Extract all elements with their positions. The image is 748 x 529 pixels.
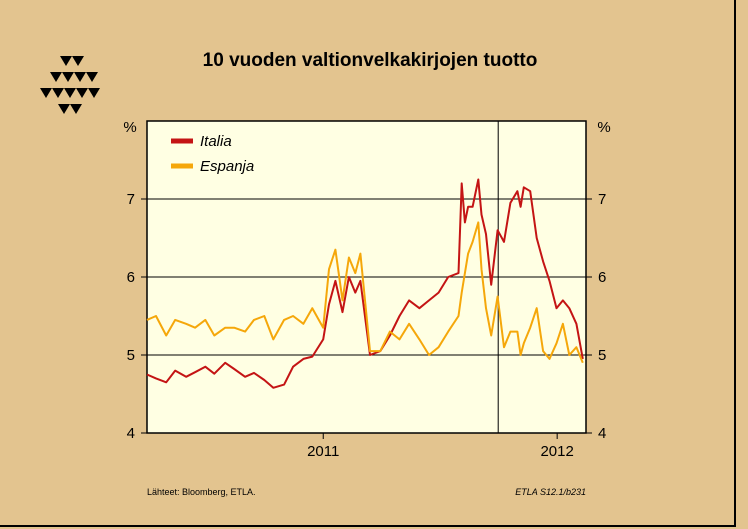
series-lines [146, 178, 584, 389]
etla-logo-icon [40, 56, 100, 114]
legend-label-italia: Italia [200, 133, 232, 150]
y-tick-label-left: 4 [127, 425, 135, 442]
legend-label-espanja: Espanja [200, 158, 254, 175]
y-tick-label-right: 7 [598, 191, 606, 208]
y-axis-unit-left: % [123, 119, 136, 136]
source-note: Lähteet: Bloomberg, ETLA. [147, 487, 256, 497]
y-tick-label-right: 4 [598, 425, 606, 442]
chart-title: 10 vuoden valtionvelkakirjojen tuotto [203, 50, 538, 71]
series-line-espanja [146, 221, 584, 364]
series-line-italia [146, 178, 584, 389]
y-tick-label-left: 7 [127, 191, 135, 208]
y-tick-label-left: 5 [127, 347, 135, 364]
y-tick-label-right: 5 [598, 347, 606, 364]
x-tick-label: 2012 [540, 443, 573, 460]
y-tick-label-right: 6 [598, 269, 606, 286]
axes: 4 4 5 5 6 6 7 7 2011 2012 [127, 191, 607, 460]
chart-code: ETLA S12.1/b231 [515, 487, 586, 497]
x-tick-label: 2011 [307, 443, 339, 460]
y-tick-label-left: 6 [127, 269, 135, 286]
legend: Italia Espanja [171, 133, 254, 175]
y-axis-unit-right: % [597, 119, 610, 136]
